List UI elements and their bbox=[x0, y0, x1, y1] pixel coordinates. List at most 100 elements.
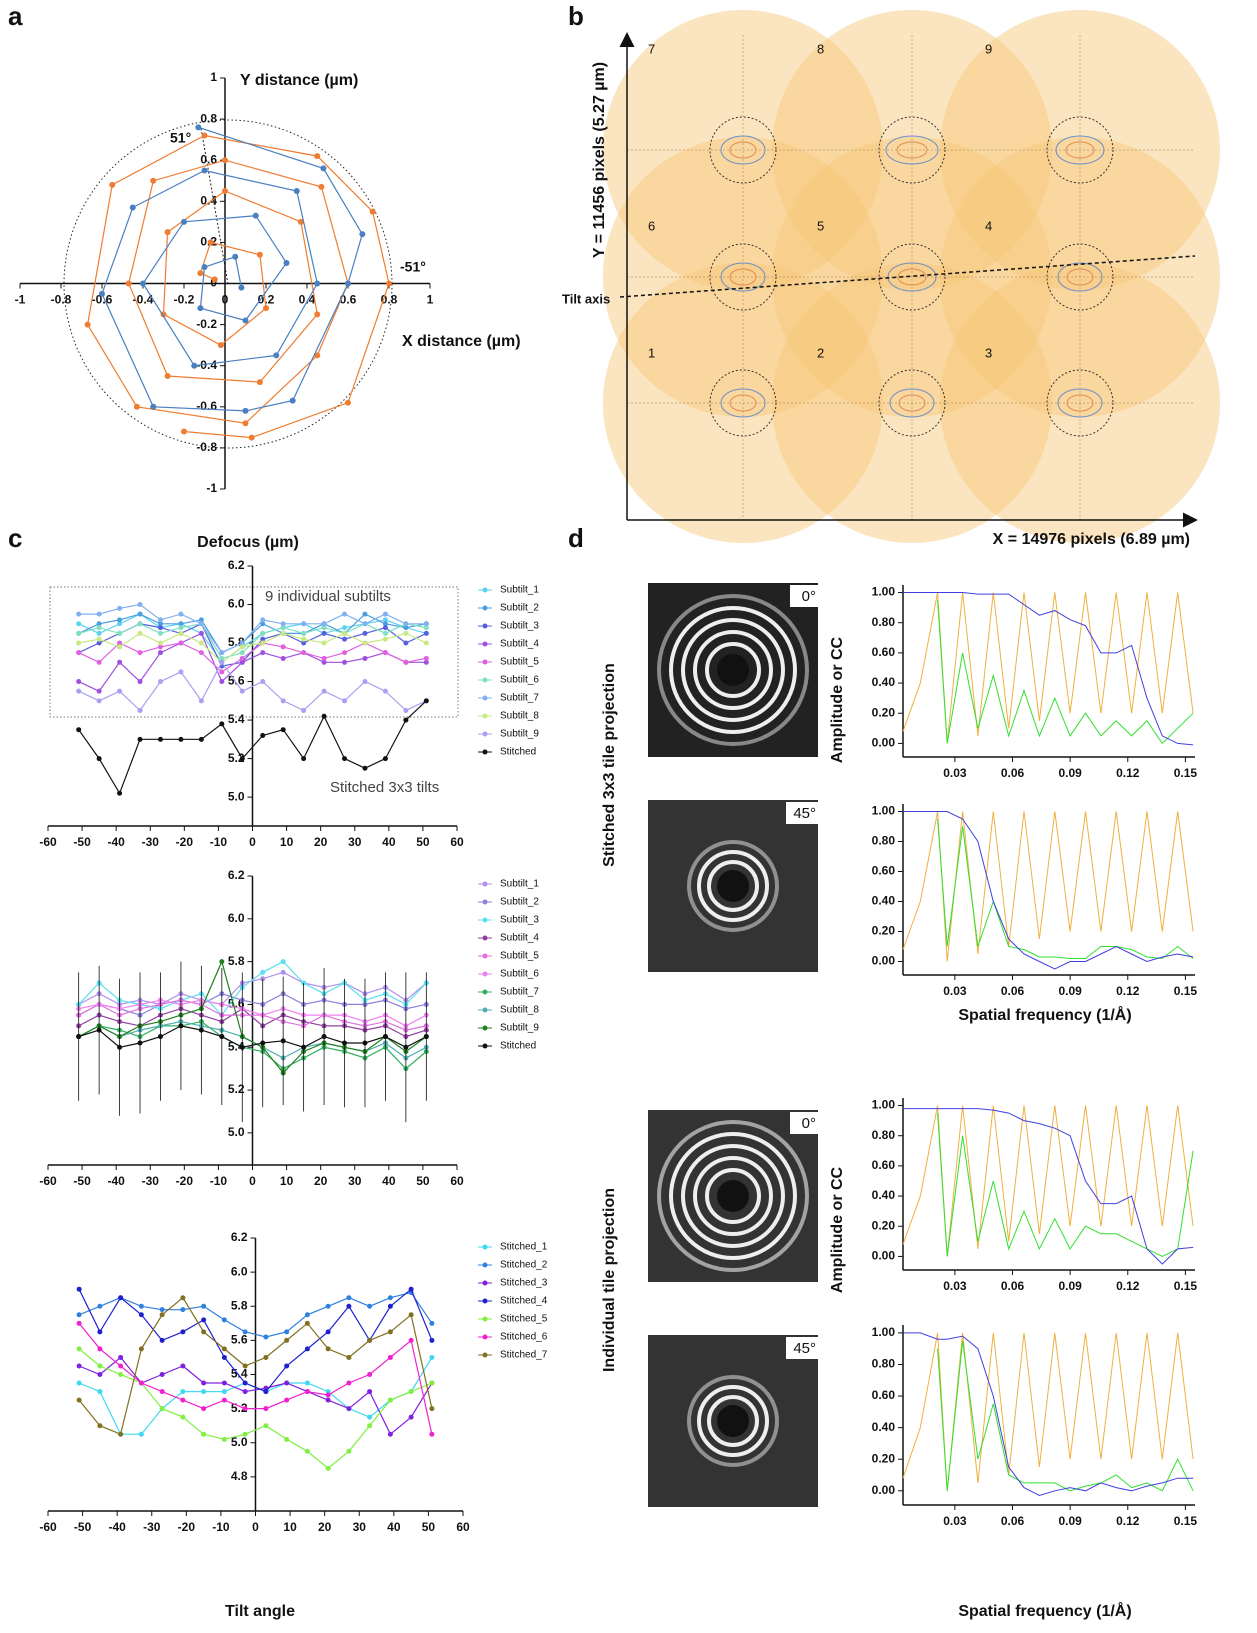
image-label: 45° bbox=[793, 805, 816, 822]
point bbox=[260, 732, 266, 738]
point bbox=[242, 407, 249, 414]
y-tick-label: 5.2 bbox=[228, 1082, 245, 1096]
tile-diagram bbox=[603, 10, 1220, 543]
point bbox=[382, 756, 388, 762]
point bbox=[408, 1414, 414, 1420]
point bbox=[198, 621, 204, 627]
point bbox=[301, 621, 307, 627]
x-tick-label: -60 bbox=[39, 1174, 57, 1188]
y-tick-label: 0.4 bbox=[200, 193, 217, 207]
y-tick-label: 1.00 bbox=[872, 1325, 896, 1339]
point bbox=[408, 1286, 414, 1292]
point bbox=[263, 1389, 269, 1395]
point bbox=[159, 1372, 165, 1377]
point bbox=[150, 177, 157, 184]
point bbox=[201, 264, 208, 271]
x-tick-label: 10 bbox=[283, 1520, 297, 1534]
point bbox=[138, 1303, 144, 1309]
series-line bbox=[78, 661, 427, 712]
x-tick-label: 0 bbox=[252, 1520, 259, 1534]
point bbox=[284, 1337, 290, 1343]
point bbox=[201, 1317, 207, 1323]
point bbox=[198, 736, 204, 742]
point bbox=[321, 688, 327, 694]
y-tick-label: 1.00 bbox=[872, 1098, 896, 1112]
x-tick-label: 0.12 bbox=[1116, 1514, 1140, 1528]
series-line bbox=[78, 960, 427, 1017]
series-line bbox=[903, 592, 1194, 746]
point bbox=[97, 1423, 103, 1429]
y-tick-label: 0.8 bbox=[200, 111, 217, 125]
x-axis-label: Spatial frequency (1/Å) bbox=[958, 1601, 1131, 1620]
point bbox=[157, 621, 163, 627]
point bbox=[109, 181, 116, 188]
image-label: 0° bbox=[802, 588, 816, 605]
point bbox=[304, 1312, 310, 1318]
y-tick-label: 0.00 bbox=[872, 1483, 896, 1497]
point bbox=[260, 621, 266, 627]
point bbox=[263, 1354, 269, 1360]
series-line bbox=[78, 1322, 433, 1435]
legend-marker bbox=[482, 695, 488, 701]
series-line bbox=[937, 818, 1194, 960]
y-tick-label: 0.20 bbox=[872, 705, 896, 719]
series-line bbox=[903, 811, 1194, 970]
x-tick-label: -60 bbox=[39, 835, 57, 849]
point bbox=[367, 1303, 373, 1309]
point bbox=[180, 1307, 186, 1313]
y-tick-label: 5.0 bbox=[228, 789, 245, 803]
point bbox=[96, 625, 102, 631]
y-tick-label: 5.4 bbox=[228, 712, 245, 726]
series-line bbox=[86, 134, 390, 439]
point bbox=[157, 1034, 163, 1040]
point bbox=[403, 707, 409, 713]
point bbox=[180, 1329, 186, 1335]
point bbox=[304, 1380, 310, 1386]
series-line bbox=[902, 592, 1194, 744]
x-tick-label: -30 bbox=[142, 1174, 160, 1188]
x-tick-label: 50 bbox=[416, 1174, 430, 1188]
point bbox=[239, 640, 245, 646]
point bbox=[76, 1380, 82, 1386]
point bbox=[201, 1406, 207, 1412]
x-tick-label: 0.06 bbox=[1001, 766, 1025, 780]
y-tick-label: -0.4 bbox=[196, 358, 217, 372]
annotation: -51° bbox=[400, 259, 426, 275]
point bbox=[164, 372, 171, 379]
y-tick-label: 1 bbox=[210, 70, 217, 84]
point bbox=[242, 420, 249, 427]
point bbox=[138, 1380, 144, 1386]
point bbox=[138, 1431, 144, 1437]
point bbox=[117, 621, 123, 627]
y-tick-label: 0.80 bbox=[872, 1128, 896, 1142]
legend-marker bbox=[482, 623, 488, 629]
legend-marker bbox=[482, 1334, 488, 1340]
x-tick-label: -0.6 bbox=[92, 293, 113, 307]
legend-label: Subtilt_7 bbox=[500, 987, 539, 998]
point bbox=[118, 1372, 124, 1377]
point bbox=[198, 698, 204, 704]
point bbox=[178, 669, 184, 675]
x-tick-label: 10 bbox=[280, 835, 294, 849]
chart: 0.03 0.06 0.09 0.12 0.15 0.00 0.20 0.40 0.60 0.80… bbox=[601, 1098, 1197, 1372]
series-line bbox=[78, 613, 427, 654]
point bbox=[325, 1329, 331, 1335]
point bbox=[280, 727, 286, 733]
panel-letter: b bbox=[568, 1, 584, 31]
tile-number: 7 bbox=[648, 41, 655, 56]
point bbox=[219, 1034, 225, 1040]
point bbox=[117, 644, 123, 650]
tile-number: 9 bbox=[985, 41, 992, 56]
x-tick-label: -0.4 bbox=[133, 293, 154, 307]
point bbox=[76, 1320, 82, 1326]
point bbox=[284, 1329, 290, 1335]
point bbox=[137, 602, 143, 608]
x-tick-label: -1 bbox=[15, 293, 26, 307]
point bbox=[321, 640, 327, 646]
point bbox=[221, 1397, 227, 1403]
point bbox=[280, 959, 286, 965]
series-line bbox=[78, 623, 427, 660]
point bbox=[117, 617, 123, 623]
series-line bbox=[78, 642, 427, 673]
point bbox=[217, 342, 224, 349]
